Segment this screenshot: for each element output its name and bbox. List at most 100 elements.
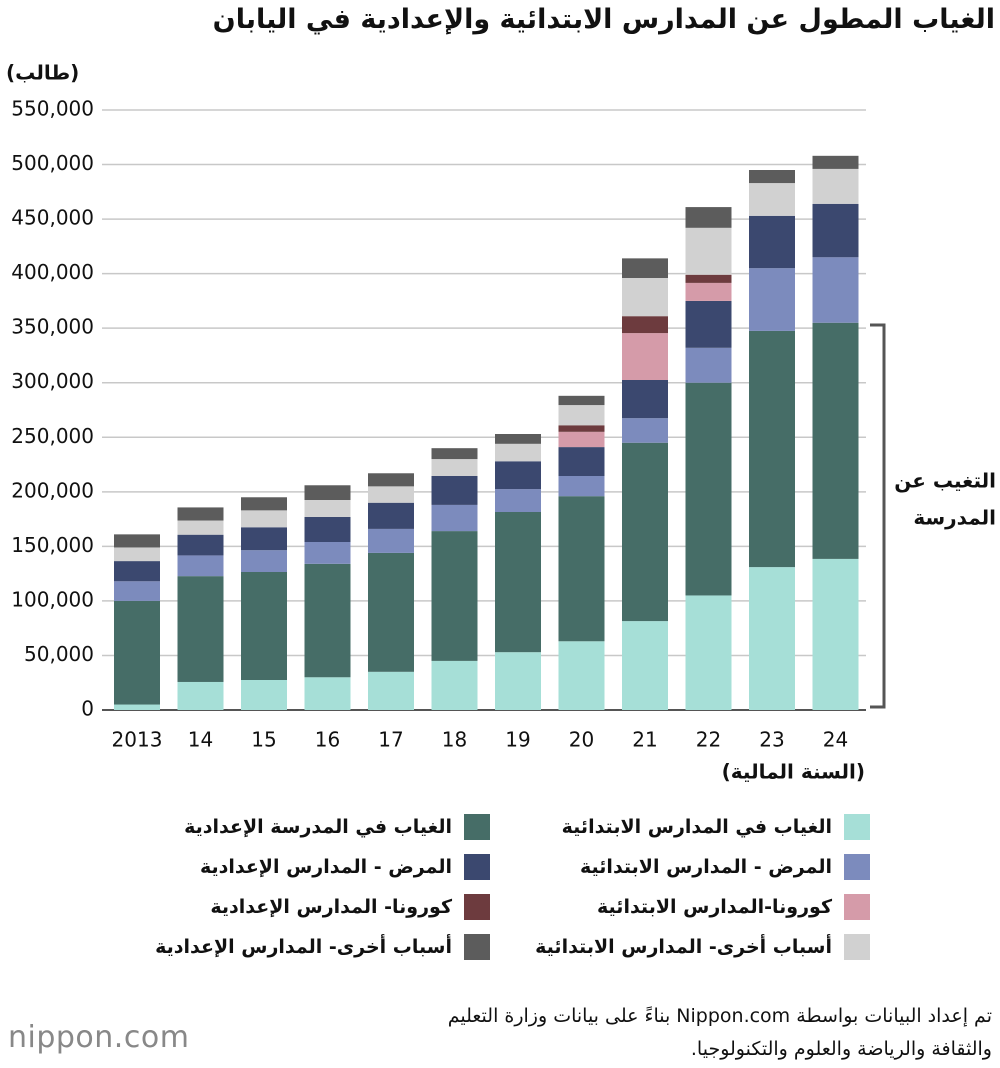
bar-segment (114, 561, 160, 582)
bar-segment (622, 278, 668, 317)
bar-segment (749, 183, 795, 216)
y-tick-label: 100,000 (11, 587, 94, 611)
bar-segment (177, 534, 224, 556)
legend-item: كورونا- المدارس الإعدادية (110, 892, 490, 922)
bar-segment (622, 380, 668, 419)
legend-swatch (844, 854, 870, 880)
y-tick-label: 300,000 (11, 369, 94, 393)
legend-label: الغياب في المدارس الابتدائية (561, 816, 832, 838)
bar-segment (812, 203, 859, 258)
bar-segment (749, 215, 795, 269)
legend-item: الغياب في المدارس الابتدائية (490, 812, 870, 842)
bar-segment (622, 621, 668, 710)
bar-segment (495, 434, 541, 444)
bar-segment (114, 534, 160, 548)
bar-segment (114, 600, 160, 705)
legend-swatch (844, 894, 870, 920)
bar-segment (749, 170, 795, 184)
bar-segment (241, 572, 287, 680)
bar-segment (495, 461, 541, 490)
legend-label: كورونا-المدارس الابتدائية (597, 896, 832, 918)
bar-segment (685, 382, 732, 596)
x-tick-label: 17 (378, 728, 403, 752)
bar-segment (368, 473, 414, 487)
bar-segment (114, 581, 160, 601)
bar-segment (431, 531, 478, 661)
bar-segment (304, 516, 351, 542)
bar-segment (495, 489, 541, 512)
bar-segment (622, 418, 668, 443)
x-tick-label: 24 (823, 728, 848, 752)
bar-segment (431, 448, 478, 460)
legend-swatch (844, 934, 870, 960)
bar-segment (812, 257, 859, 323)
legend-label: أسباب أخرى- المدارس الإعدادية (155, 936, 452, 958)
x-tick-label: 23 (759, 728, 784, 752)
bar-segment (431, 660, 478, 710)
bar-segment (622, 333, 668, 380)
legend-item: أسباب أخرى- المدارس الإعدادية (110, 932, 490, 962)
y-tick-label: 400,000 (11, 260, 94, 284)
bar-segment (304, 677, 351, 710)
bar-segment (812, 155, 859, 169)
bar-segment (558, 496, 605, 642)
legend-swatch (844, 814, 870, 840)
bar-segment (749, 567, 795, 710)
chart: (طالب) (السنة المالية) التغيب عن المدرسة… (6, 61, 996, 784)
x-axis-label: (السنة المالية) (722, 760, 865, 784)
bar-segment (812, 558, 859, 710)
x-tick-label: 18 (442, 728, 467, 752)
bar-segment (304, 563, 351, 678)
legend-swatch (464, 814, 490, 840)
y-tick-label: 250,000 (11, 424, 94, 448)
x-tick-label: 16 (315, 728, 340, 752)
bar-segment (431, 476, 478, 505)
x-tick-label: 20 (569, 728, 594, 752)
x-tick-label: 19 (505, 728, 530, 752)
bar-segment (558, 425, 605, 432)
bar-segment (177, 555, 224, 577)
bar-segment (622, 258, 668, 278)
bar-segment (812, 322, 859, 559)
y-tick-label: 0 (81, 697, 94, 721)
legend: الغياب في المدارس الابتدائية الغياب في ال… (110, 812, 870, 962)
legend-label: المرض - المدارس الابتدائية (580, 856, 832, 878)
legend-swatch (464, 894, 490, 920)
legend-label: أسباب أخرى- المدارس الابتدائية (535, 936, 832, 958)
brand: nippon.com (8, 1020, 190, 1055)
legend-item: المرض - المدارس الإعدادية (110, 852, 490, 882)
legend-label: المرض - المدارس الإعدادية (199, 856, 452, 878)
bar-segment (749, 268, 795, 331)
bar-segment (685, 300, 732, 348)
bar-segment (241, 680, 287, 710)
legend-item: الغياب في المدرسة الإعدادية (110, 812, 490, 842)
source-line: والثقافة والرياضة والعلوم والتكنولوجيا. (690, 1038, 992, 1060)
bar-segment (304, 485, 351, 500)
y-tick-label: 550,000 (11, 97, 94, 121)
bracket (870, 323, 886, 709)
bar-segment (368, 502, 414, 529)
bar-segment (304, 542, 351, 564)
bar-segment (685, 282, 732, 301)
x-tick-label: 14 (188, 728, 213, 752)
bar-segment (177, 507, 224, 521)
bar-segment (558, 431, 605, 448)
bar-segment (558, 395, 605, 406)
bar-segment (241, 550, 287, 572)
y-tick-label: 350,000 (11, 315, 94, 339)
bar-segment (368, 528, 414, 553)
bar-segment (368, 552, 414, 672)
annotation: المدرسة (913, 506, 996, 530)
bar-segment (495, 652, 541, 710)
bar-segment (177, 520, 224, 535)
bar-segment (558, 641, 605, 710)
bar-segment (558, 447, 605, 476)
y-tick-label: 200,000 (11, 478, 94, 502)
bar-segment (241, 527, 287, 551)
y-tick-label: 150,000 (11, 533, 94, 557)
annotation: التغيب عن (894, 469, 996, 493)
y-tick-label: 50,000 (24, 642, 94, 666)
bar-segment (622, 442, 668, 622)
source-line: تم إعداد البيانات بواسطة Nippon.com بناء… (447, 1005, 992, 1027)
